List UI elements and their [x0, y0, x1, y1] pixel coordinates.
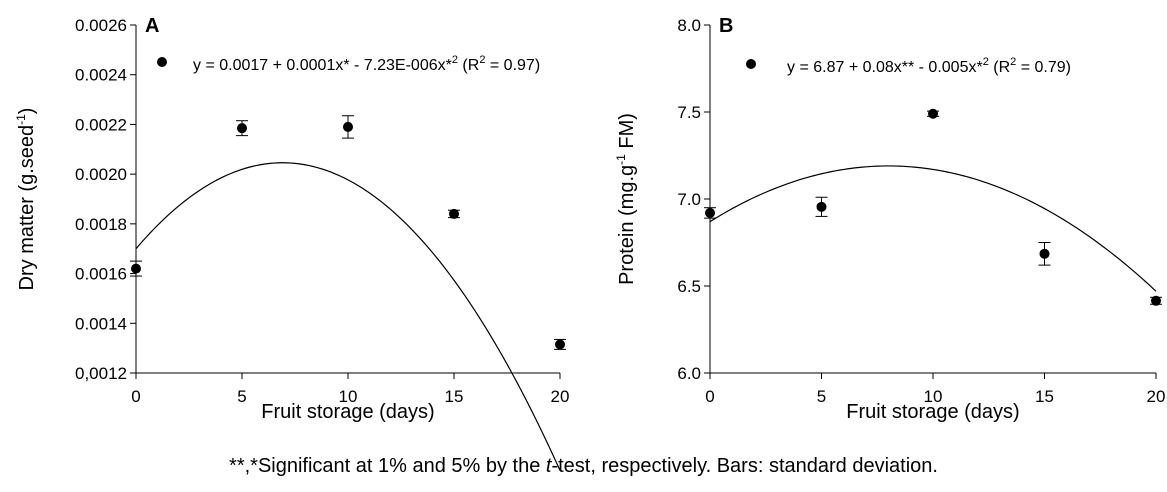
panel-b-data-point — [1151, 295, 1161, 306]
panel-b-legend-eq-main: y = 6.87 + 0.08x** - 0.005x* — [787, 59, 983, 76]
panel-b-legend-r2-sup: 2 — [1010, 56, 1016, 68]
panel-a-panel-letter: A — [145, 15, 159, 37]
panel-b-panel-letter: B — [719, 15, 733, 37]
panel-b-y-tick-label: 7.0 — [677, 190, 701, 209]
panel-a-x-tick-label: 20 — [551, 387, 570, 406]
panel-a-x-tick-label: 10 — [339, 387, 358, 406]
panel-b-y-axis-label-sup: -1 — [614, 154, 628, 165]
panel-a-y-tick-label: 0.0024 — [75, 66, 127, 85]
panel-b: 6.0 6.5 7.0 7.5 8.0 0 5 10 15 20 Fruit storage (da… — [614, 15, 1165, 423]
panel-a-y-axis-label-sup: -1 — [14, 114, 28, 125]
panel-a-y-axis-label-main: Dry matter (g.seed — [16, 125, 38, 291]
panel-a-legend-eq-main: y = 0.0017 + 0.0001x* - 7.23E-006x* — [193, 57, 452, 74]
panel-b-y-tick-label: 6.5 — [677, 277, 701, 296]
panel-b-y-tick-label: 8.0 — [677, 16, 701, 35]
panel-b-x-tick-label: 5 — [817, 387, 826, 406]
panel-b-y-tick-label: 6.0 — [677, 364, 701, 383]
panel-b-y-axis-label: Protein (mg.g-1 FM) — [614, 113, 638, 285]
panel-a-x-tick-label: 5 — [237, 387, 246, 406]
panel-b-legend-r2-tail: = 0.79) — [1016, 59, 1071, 76]
panel-a-legend-r2-sup: 2 — [479, 54, 485, 66]
panel-a-y-axis-label: Dry matter (g.seed-1) — [14, 108, 38, 291]
panel-b-data-point — [705, 207, 715, 218]
panel-a-data-point — [237, 123, 247, 134]
panel-a-legend-eq-sup: 2 — [452, 54, 458, 66]
panel-b-legend-equation: y = 6.87 + 0.08x** - 0.005x*2 (R2 = 0.79… — [787, 56, 1071, 76]
panel-a-data-point — [343, 121, 353, 132]
panel-b-legend-eq-sup: 2 — [983, 56, 989, 68]
panel-a-y-tick-label: 0.0026 — [75, 16, 127, 35]
panel-a-x-tick-label: 0 — [131, 387, 140, 406]
panel-b-x-tick-label: 15 — [1035, 387, 1054, 406]
panel-a-fit-curve — [135, 162, 561, 471]
panel-b-legend-marker — [746, 59, 756, 69]
panel-a-legend-marker — [157, 57, 167, 67]
footnote: **,*Significant at 1% and 5% by the t-te… — [0, 455, 1167, 478]
panel-a-y-tick-label: 0.0020 — [75, 165, 127, 184]
panel-b-x-tick-label: 10 — [924, 387, 943, 406]
panel-b-y-axis-label-tail: FM) — [616, 113, 638, 154]
panel-a-x-tick-label: 15 — [445, 387, 464, 406]
panel-a-y-tick-label: 0.0018 — [75, 215, 127, 234]
panel-a-y-tick-label: 0,0012 — [75, 364, 127, 383]
footnote-text-before: **,*Significant at 1% and 5% by the — [229, 455, 546, 477]
panel-b-legend-r2: (R — [989, 59, 1010, 76]
panel-a-y-tick-label: 0.0014 — [75, 314, 127, 333]
panel-b-data-point — [1039, 248, 1050, 259]
panel-a-legend-r2-tail: = 0.97) — [485, 57, 540, 74]
panel-a-data-point — [449, 208, 459, 219]
panel-a-y-axis-label-tail: ) — [16, 108, 38, 115]
panel-b-data-point — [928, 108, 938, 119]
panel-a-x-axis-label: Fruit storage (days) — [261, 401, 434, 423]
panel-b-x-tick-label: 20 — [1147, 387, 1166, 406]
panel-a-legend-r2: (R — [458, 57, 479, 74]
panel-a: 0,0012 0.0014 0.0016 0.0018 0.0020 0.0022 0.00… — [14, 15, 570, 471]
panel-a-y-tick-label: 0.0022 — [75, 115, 127, 134]
footnote-text-after: -test, respectively. Bars: standard devi… — [551, 455, 938, 477]
panel-b-y-tick-label: 7.5 — [677, 103, 701, 122]
panel-b-y-axis-label-main: Protein (mg.g — [616, 165, 638, 285]
panel-b-x-tick-label: 0 — [705, 387, 714, 406]
panel-b-x-axis-label: Fruit storage (days) — [846, 401, 1019, 423]
panel-b-data-point — [816, 201, 827, 212]
footnote-italic-t: t — [545, 455, 552, 477]
panel-b-fit-curve — [709, 165, 1157, 292]
panel-a-data-point — [131, 263, 141, 274]
panel-a-data-point — [555, 339, 565, 350]
panel-a-legend-equation: y = 0.0017 + 0.0001x* - 7.23E-006x*2 (R2… — [193, 54, 540, 74]
panel-a-y-tick-label: 0.0016 — [75, 265, 127, 284]
